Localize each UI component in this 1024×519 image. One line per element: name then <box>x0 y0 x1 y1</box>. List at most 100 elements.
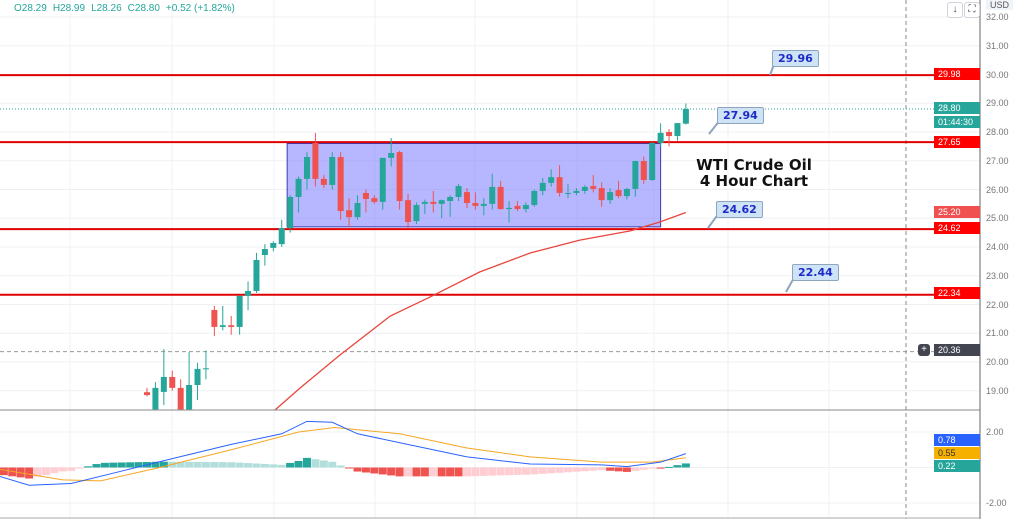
price-callout[interactable]: 22.44 <box>792 264 839 281</box>
candle-body <box>379 157 386 202</box>
candle-body <box>236 295 243 327</box>
moving-average-line <box>274 211 687 410</box>
price-axis-tick: 25.00 <box>986 213 1009 224</box>
macd-histogram-bar <box>84 466 93 468</box>
candle-body <box>337 157 344 212</box>
macd-value-label: 0.78 <box>934 434 980 446</box>
macd-histogram-bar <box>462 467 471 477</box>
candle-body <box>657 132 664 143</box>
macd-histogram-bar <box>412 467 421 477</box>
macd-histogram-bar <box>378 467 387 475</box>
macd-histogram-bar <box>117 462 126 468</box>
candle-body <box>396 152 403 201</box>
macd-histogram-bar <box>656 467 665 469</box>
close-value: C28.80 <box>127 3 160 14</box>
macd-histogram-bar <box>159 461 168 468</box>
macd-histogram-bar <box>564 467 572 473</box>
candle-body <box>253 259 260 291</box>
macd-histogram-bar <box>252 463 261 468</box>
candle-body <box>312 142 319 179</box>
price-callout[interactable]: 27.94 <box>717 107 764 124</box>
macd-histogram-bar <box>361 467 370 473</box>
macd-histogram-bar <box>92 464 101 468</box>
macd-histogram-bar <box>673 465 682 468</box>
macd-histogram-bar <box>235 462 244 468</box>
macd-histogram-bar <box>631 467 640 471</box>
ohlc-legend: O28.29 H28.99 L28.26 C28.80 +0.52 (+1.82%) <box>14 3 241 14</box>
macd-histogram-bar <box>387 467 396 476</box>
macd-histogram-bar <box>244 463 253 468</box>
macd-histogram-bar <box>639 467 648 470</box>
candle-body <box>531 190 538 206</box>
macd-histogram-bar <box>589 467 598 471</box>
macd-histogram-bar <box>302 457 311 468</box>
macd-histogram-bar <box>665 466 674 468</box>
candle-body <box>177 387 184 410</box>
candle-body <box>506 207 513 210</box>
scroll-to-latest-button[interactable]: ↓ <box>947 2 963 18</box>
macd-histogram-bar <box>353 467 362 472</box>
macd-histogram-bar <box>513 467 522 475</box>
candle-body <box>194 368 201 385</box>
candle-body <box>590 186 597 189</box>
price-axis-tick: 24.00 <box>986 242 1009 252</box>
macd-histogram-bar <box>277 464 286 468</box>
candle-body <box>640 161 647 181</box>
title-line-1: WTI Crude Oil <box>696 156 812 174</box>
candle-body <box>463 192 470 204</box>
candle-body <box>354 203 361 218</box>
candle-body <box>472 203 479 206</box>
macd-histogram-bar <box>328 461 337 468</box>
candle-body <box>421 201 428 204</box>
candle-body <box>438 200 445 204</box>
candle-body <box>295 178 302 197</box>
macd-histogram-bar <box>67 467 76 471</box>
macd-histogram-bar <box>622 467 631 472</box>
macd-histogram-bar <box>488 467 497 476</box>
macd-histogram-bar <box>496 467 505 476</box>
candle-body <box>202 368 209 370</box>
macd-histogram-bar <box>370 467 379 474</box>
price-callout[interactable]: 29.96 <box>772 50 819 67</box>
macd-histogram-bar <box>0 467 8 476</box>
macd-histogram-bar <box>33 467 42 477</box>
currency-label[interactable]: USD <box>986 0 1014 10</box>
macd-histogram-bar <box>505 467 514 476</box>
macd-histogram-bar <box>681 463 690 468</box>
candle-body <box>522 205 529 210</box>
candle-body <box>598 188 605 201</box>
ma-label: 25.20 <box>934 206 980 218</box>
candle-body <box>489 186 496 204</box>
macd-histogram-bar <box>420 467 429 477</box>
crosshair-price-label: 20.36 <box>934 344 980 356</box>
candle-body <box>320 178 327 185</box>
macd-histogram-bar <box>58 467 67 472</box>
fullscreen-button[interactable]: ⛶ <box>964 2 980 18</box>
candle-body <box>455 186 462 197</box>
price-axis-tick: 31.00 <box>986 40 1009 51</box>
price-callout[interactable]: 24.62 <box>716 201 763 218</box>
macd-histogram-bar <box>311 459 320 468</box>
macd-histogram-bar <box>75 467 84 469</box>
price-axis-tick: 28.00 <box>986 127 1009 137</box>
candle-body <box>329 157 336 185</box>
add-alert-plus-icon[interactable]: + <box>918 344 930 356</box>
candle-body <box>430 201 437 204</box>
candle-body <box>371 198 378 202</box>
candle-body <box>211 309 218 327</box>
macd-histogram-bar <box>294 460 303 468</box>
candle-body <box>245 290 252 296</box>
price-axis-tick: 32.00 <box>986 12 1009 22</box>
macd-histogram-bar <box>555 467 564 473</box>
macd-histogram-bar <box>648 467 657 469</box>
macd-histogram-bar <box>25 467 34 479</box>
macd-histogram-bar <box>471 467 480 477</box>
macd-histogram-bar <box>218 462 227 468</box>
candle-body <box>480 203 487 206</box>
candle-body <box>674 123 681 137</box>
candle-body <box>548 177 555 183</box>
candle-body <box>682 109 689 124</box>
candle-body <box>623 188 630 197</box>
candle-body <box>287 196 294 229</box>
